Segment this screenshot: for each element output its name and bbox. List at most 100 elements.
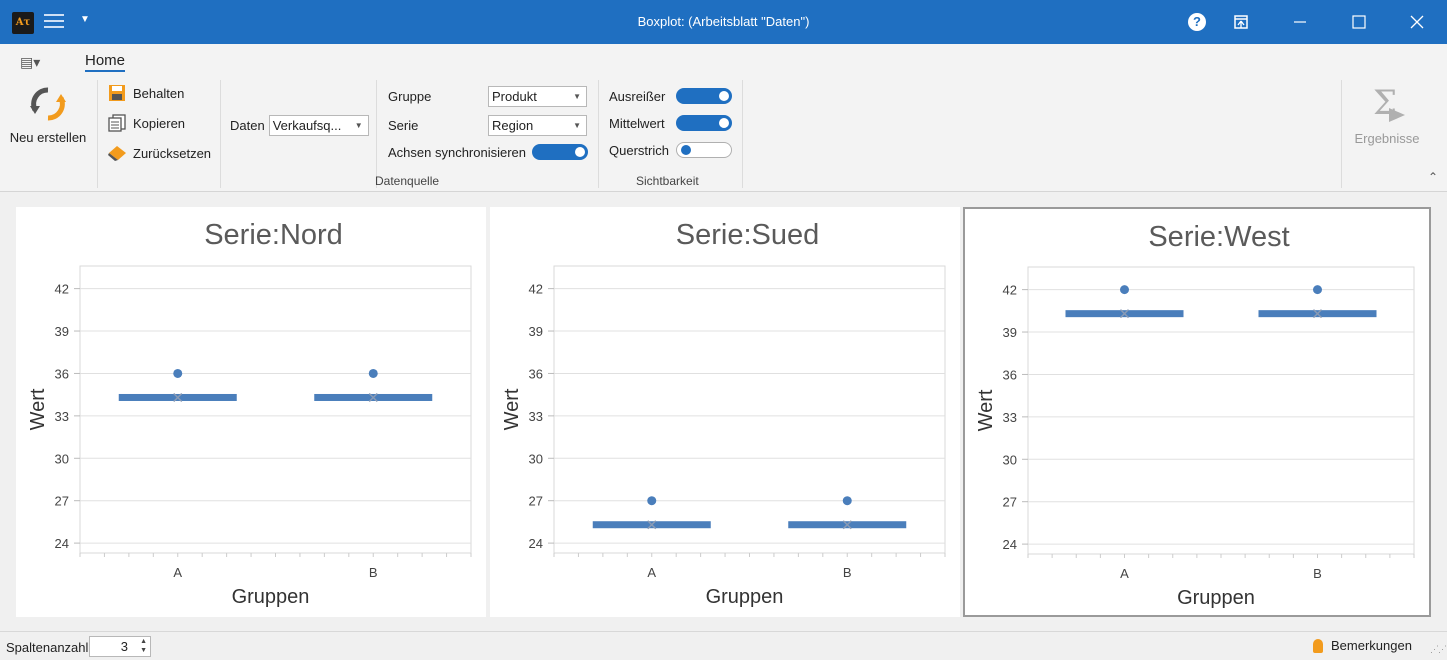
serie-value: Region — [492, 118, 534, 133]
help-icon: ? — [1188, 12, 1206, 31]
spaltenanzahl-spinner[interactable]: 3 ▲ ▼ — [89, 636, 151, 657]
title-bar: Aτ ▼ Boxplot: (Arbeitsblatt "Daten") ? — [0, 0, 1447, 44]
help-button[interactable]: ? — [1174, 0, 1220, 44]
kopieren-label: Kopieren — [133, 115, 186, 131]
bemerkungen-label: Bemerkungen — [1331, 638, 1412, 653]
outlier-point — [173, 368, 183, 378]
y-tick-label: 42 — [1003, 283, 1017, 298]
maximize-icon — [1352, 15, 1366, 29]
outlier-point — [647, 496, 657, 506]
quick-access-dropdown-icon[interactable]: ▼ — [80, 14, 90, 25]
x-tick-label: A — [173, 565, 182, 580]
x-axis-label: Gruppen — [232, 586, 310, 608]
window-restore-ribbon-icon — [1234, 15, 1248, 29]
behalten-button[interactable]: Behalten — [107, 82, 184, 104]
ergebnisse-button[interactable]: Σ Ergebnisse — [1345, 82, 1429, 146]
achsen-toggle[interactable] — [532, 144, 589, 160]
window-title: Boxplot: (Arbeitsblatt "Daten") — [637, 14, 810, 29]
close-button[interactable] — [1394, 0, 1440, 44]
ausreisser-toggle[interactable] — [676, 88, 732, 104]
minimize-button[interactable] — [1277, 0, 1323, 44]
outlier-point — [1120, 285, 1129, 295]
serie-combo[interactable]: Region ▼ — [488, 115, 587, 136]
x-axis-label: Gruppen — [1177, 587, 1255, 609]
chart-panel-sued[interactable]: Serie:Sued 24 27 30 33 36 39 42 Wert Gruppen A B — [490, 207, 960, 617]
file-menu-icon[interactable]: ▤▾ — [20, 54, 41, 70]
chevron-down-icon: ▼ — [354, 121, 363, 130]
ausreisser-field: Ausreißer — [609, 88, 732, 104]
mean-marker — [173, 392, 183, 403]
refresh-icon — [30, 87, 66, 121]
ausreisser-label: Ausreißer — [609, 88, 666, 104]
daten-value: Verkaufsq... — [272, 118, 342, 133]
eraser-icon — [108, 146, 126, 161]
x-tick-label: B — [1313, 566, 1322, 581]
bemerkungen-button[interactable]: Bemerkungen — [1313, 638, 1412, 653]
mittelwert-toggle[interactable] — [676, 115, 732, 131]
plot-frame — [1027, 266, 1415, 555]
gruppe-combo[interactable]: Produkt ▼ — [488, 86, 587, 107]
hamburger-menu-icon[interactable] — [44, 14, 64, 30]
y-tick-label: 36 — [529, 366, 543, 381]
collapse-ribbon-icon[interactable]: ⌃ — [1428, 170, 1439, 184]
mean-marker — [1312, 309, 1323, 319]
y-tick-label: 27 — [1003, 495, 1017, 510]
minimize-icon — [1294, 21, 1306, 23]
y-tick-label: 36 — [55, 366, 69, 381]
gruppe-label: Gruppe — [388, 89, 432, 104]
status-bar: Spaltenanzahl 3 ▲ ▼ Bemerkungen ⋰⋰ — [0, 631, 1447, 660]
behalten-label: Behalten — [133, 85, 185, 101]
sigma-icon: Σ — [1373, 83, 1405, 123]
boxplot-chart-west: Serie:West 24 27 30 33 36 39 42 Wert Gruppen A B — [975, 221, 1415, 609]
zuruecksetzen-button[interactable]: Zurücksetzen — [107, 142, 211, 164]
boxplot-chart-nord: Serie:Nord 24 27 30 33 36 39 42 Wert Gruppen A B — [27, 219, 472, 608]
mittelwert-label: Mittelwert — [609, 115, 665, 131]
y-tick-label: 30 — [1003, 452, 1017, 467]
lightbulb-icon — [1313, 638, 1323, 653]
boxplot-chart-sued: Serie:Sued 24 27 30 33 36 39 42 Wert Gruppen A B — [501, 219, 946, 608]
y-axis-label: Wert — [501, 388, 523, 430]
chart-title: Serie:West — [1148, 221, 1289, 253]
spaltenanzahl-value: 3 — [120, 639, 128, 654]
gruppe-field: Gruppe Produkt ▼ — [388, 86, 587, 107]
neu-erstellen-button[interactable]: Neu erstellen — [6, 84, 90, 154]
save-icon — [109, 85, 125, 101]
chart-title: Serie:Sued — [676, 219, 820, 251]
plot-frame — [79, 265, 472, 554]
chart-panel-west[interactable]: Serie:West 24 27 30 33 36 39 42 Wert Gruppen A B — [963, 207, 1431, 617]
plot-frame — [553, 265, 946, 554]
neu-erstellen-label: Neu erstellen — [9, 130, 87, 145]
app-logo[interactable]: Aτ — [12, 12, 34, 34]
y-tick-label: 42 — [55, 282, 69, 297]
y-tick-label: 33 — [55, 409, 69, 424]
chart-area: Serie:Nord 24 27 30 33 36 39 42 Wert Gruppen A B Se… — [0, 193, 1447, 631]
chevron-down-icon: ▼ — [573, 121, 581, 130]
querstrich-toggle[interactable] — [676, 142, 732, 158]
restore-ribbon-button[interactable] — [1218, 0, 1264, 44]
resize-grip-icon[interactable]: ⋰⋰ — [1430, 644, 1447, 654]
outlier-point — [842, 496, 852, 506]
mean-marker — [647, 520, 657, 530]
y-tick-label: 39 — [529, 324, 543, 339]
spinner-arrows-icon[interactable]: ▲ ▼ — [140, 638, 147, 654]
y-tick-label: 24 — [1003, 537, 1017, 552]
datenquelle-group-label: Datenquelle — [375, 174, 440, 188]
y-tick-label: 36 — [1003, 367, 1017, 382]
y-axis-label: Wert — [27, 388, 49, 430]
kopieren-button[interactable]: Kopieren — [107, 112, 185, 134]
serie-label: Serie — [388, 118, 419, 133]
outlier-point — [1313, 285, 1322, 295]
mean-marker — [368, 392, 378, 403]
maximize-button[interactable] — [1336, 0, 1382, 44]
y-tick-label: 30 — [55, 451, 69, 466]
y-tick-label: 39 — [1003, 325, 1017, 340]
tab-home[interactable]: Home — [85, 52, 126, 72]
daten-combo[interactable]: Verkaufsq... ▼ — [268, 115, 369, 136]
serie-field: Serie Region ▼ — [388, 115, 587, 136]
daten-label: Daten — [230, 118, 265, 133]
zuruecksetzen-label: Zurücksetzen — [133, 145, 212, 161]
ribbon: ▤▾ Home Neu erstellen Behalten Kopieren … — [0, 44, 1447, 192]
chart-panel-nord[interactable]: Serie:Nord 24 27 30 33 36 39 42 Wert Gruppen A B — [16, 207, 486, 617]
y-tick-label: 24 — [529, 536, 543, 551]
x-tick-label: B — [843, 565, 852, 580]
